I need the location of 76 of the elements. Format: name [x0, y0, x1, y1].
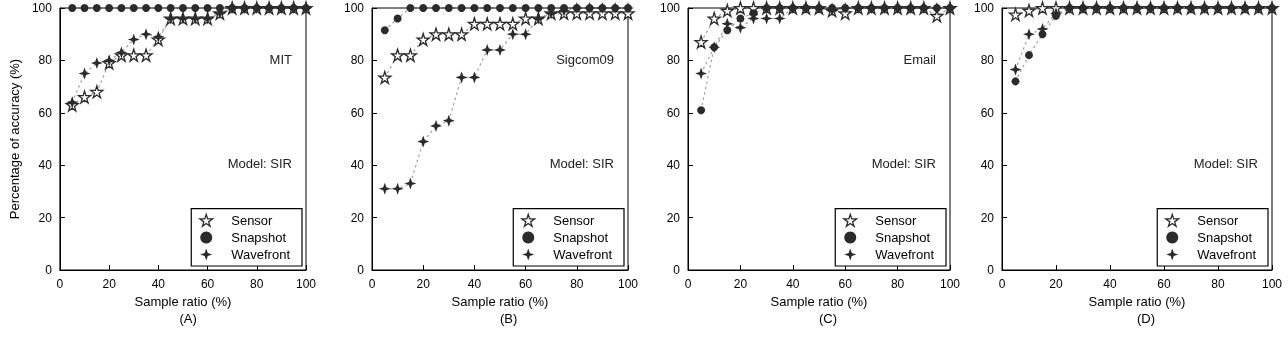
x-tick-label: 20 [102, 277, 117, 291]
x-axis-title: Sample ratio (%) [770, 293, 868, 309]
x-tick-label: 40 [151, 277, 166, 291]
text: Email [903, 51, 937, 67]
y-tick-label: 80 [38, 53, 53, 68]
y-tick-label: 0 [987, 263, 995, 277]
text: (C) [819, 311, 838, 326]
x-tick-label: 100 [939, 277, 961, 291]
text: MIT [269, 51, 293, 67]
x-tick-label: 40 [1103, 277, 1117, 291]
y-tick-label: 60 [350, 105, 365, 120]
legend-label: Snapshot [231, 230, 287, 245]
y-tick-label: 20 [980, 210, 995, 225]
text: (D) [1137, 311, 1156, 326]
annotation: Model: SIR [1193, 156, 1259, 172]
y-tick-label: 80 [980, 53, 995, 68]
legend-label: Sensor [553, 212, 596, 228]
annotation: Model: SIR [871, 156, 937, 172]
legend-label: Sensor [1197, 212, 1240, 228]
x-tick-label: 100 [617, 277, 639, 291]
x-axis-title: Sample ratio (%) [451, 293, 549, 309]
x-tick-label: 100 [295, 277, 317, 291]
legend-label: Wavefront [231, 247, 291, 262]
x-axis-title: Sample ratio (%) [1088, 293, 1186, 309]
x-tick-label: 60 [518, 277, 533, 291]
y-tick-label: 0 [45, 263, 53, 277]
legend-label: Wavefront [875, 247, 935, 262]
y-tick-label: 0 [673, 263, 681, 277]
y-tick-label: 40 [350, 158, 365, 173]
y-tick-label: 40 [980, 158, 995, 173]
x-tick-label: 60 [1157, 277, 1171, 291]
x-tick-label: 60 [838, 277, 853, 291]
x-axis-title: Sample ratio (%) [134, 293, 232, 309]
y-tick-label: 100 [343, 1, 365, 15]
y-tick-label: 0 [357, 263, 365, 277]
annotation: Model: SIR [549, 156, 615, 172]
y-tick-label: 100 [31, 1, 53, 15]
x-tick-label: 60 [200, 277, 215, 291]
legend-label: Wavefront [1197, 247, 1257, 262]
legend-label: Sensor [875, 212, 918, 228]
y-axis-title: Percentage of accuracy (%) [7, 58, 22, 220]
annotation: Model: SIR [227, 156, 293, 172]
y-tick-label: 100 [659, 1, 681, 15]
y-tick-label: 60 [38, 105, 53, 120]
x-tick-label: 20 [733, 277, 748, 291]
x-tick-label: 80 [1211, 277, 1225, 291]
legend-label: Snapshot [553, 230, 609, 245]
x-tick-label: 0 [368, 277, 376, 291]
legend-label: Snapshot [875, 230, 931, 245]
x-tick-label: 100 [1261, 277, 1283, 291]
y-tick-label: 40 [666, 158, 681, 173]
x-tick-label: 80 [250, 277, 264, 291]
y-tick-label: 80 [350, 53, 365, 68]
y-tick-label: 80 [666, 53, 681, 68]
x-tick-label: 20 [1049, 277, 1063, 291]
text: (A) [179, 311, 197, 326]
x-tick-label: 40 [467, 277, 482, 291]
x-tick-label: 0 [684, 277, 692, 291]
y-tick-label: 40 [38, 158, 53, 173]
x-tick-label: 20 [416, 277, 431, 291]
legend-label: Sensor [231, 212, 274, 228]
x-tick-label: 80 [890, 277, 905, 291]
y-tick-label: 60 [666, 105, 681, 120]
y-tick-label: 100 [973, 1, 995, 15]
x-tick-label: 0 [56, 277, 64, 291]
x-tick-label: 80 [570, 277, 584, 291]
y-tick-label: 20 [666, 210, 681, 225]
x-tick-label: 40 [786, 277, 800, 291]
x-tick-label: 0 [998, 277, 1006, 291]
text: (B) [500, 311, 518, 326]
y-tick-label: 20 [38, 210, 53, 225]
y-tick-label: 60 [980, 105, 995, 120]
legend-label: Wavefront [553, 247, 613, 262]
y-tick-label: 20 [350, 210, 365, 225]
legend-label: Snapshot [1197, 230, 1253, 245]
text: Sigcom09 [556, 51, 614, 67]
